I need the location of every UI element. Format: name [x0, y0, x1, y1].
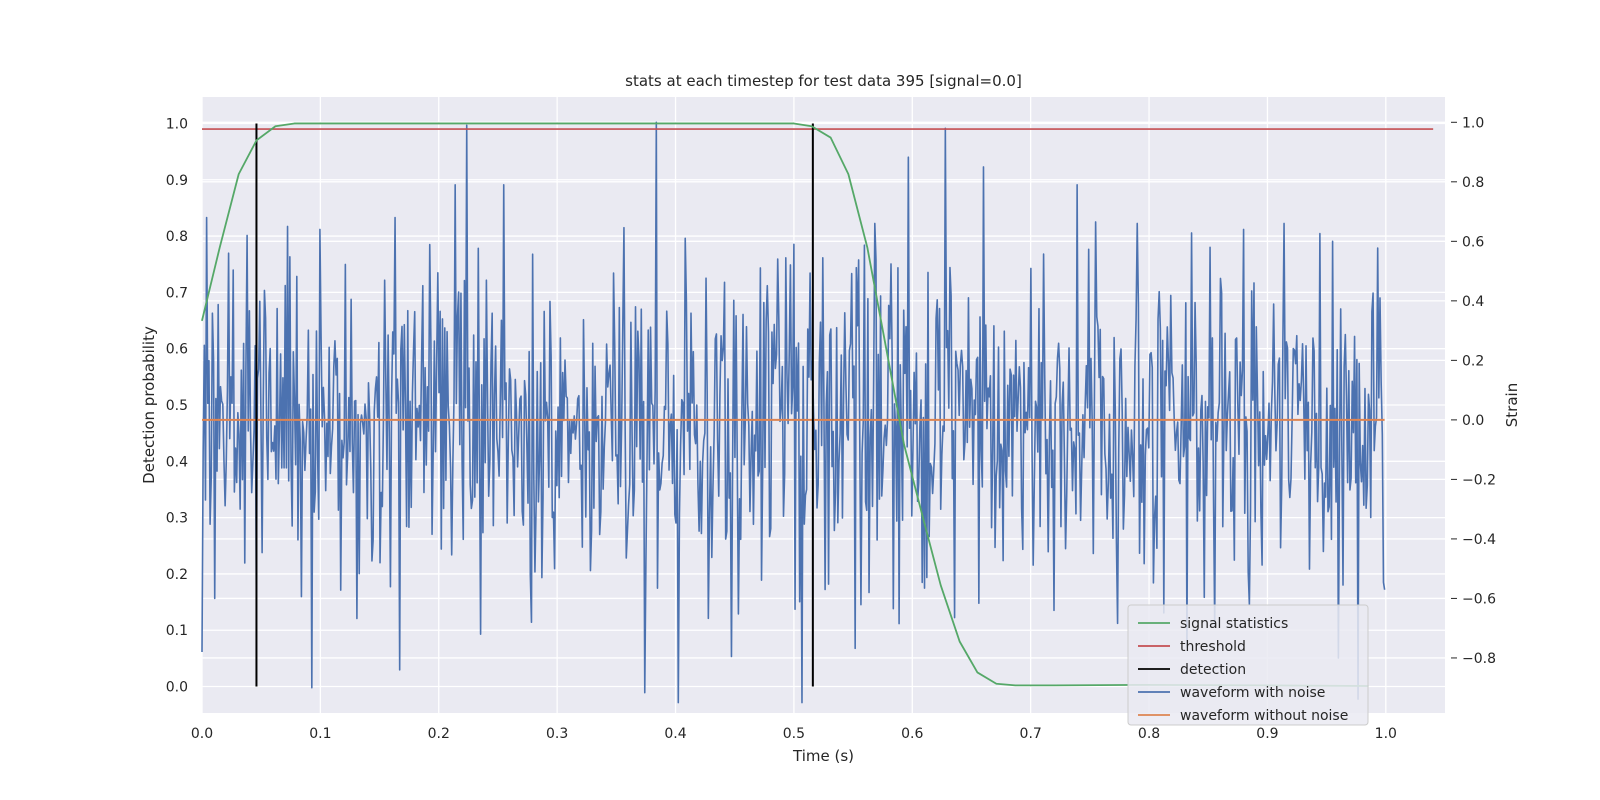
signal-statistics-point [811, 125, 813, 127]
y2-tick-label: 0.6 [1462, 234, 1484, 250]
y2-axis-label: Strain [1503, 383, 1521, 427]
y2-tick-label: −0.8 [1462, 651, 1496, 667]
x-axis-label: Time (s) [792, 747, 854, 765]
signal-statistics-point [319, 122, 321, 125]
y-tick-label: 0.9 [166, 173, 188, 189]
legend-label: waveform with noise [1180, 685, 1325, 701]
x-tick-label: 0.1 [309, 726, 331, 742]
legend-label: threshold [1180, 639, 1246, 655]
x-tick-label: 0.4 [664, 726, 686, 742]
y-tick-label: 0.6 [166, 342, 188, 358]
y2-tick-label: 0.2 [1462, 353, 1484, 369]
signal-statistics-point [885, 348, 887, 350]
x-tick-label: 0.8 [1138, 726, 1160, 742]
x-tick-label: 1.0 [1375, 726, 1397, 742]
tick-layer: 0.0 0.1 0.2 0.3 0.4 0.5 0.6 0.7 0.8 0.9 1.0 0.0 0.1 0… [166, 115, 1496, 742]
y2-tick-label: −0.2 [1462, 472, 1496, 488]
y-tick-label: 0.8 [166, 229, 188, 245]
signal-statistics-point [219, 246, 221, 248]
signal-statistics-point [293, 122, 295, 125]
signal-statistics-point [847, 173, 849, 175]
x-tick-label: 0.6 [901, 726, 923, 742]
series-waveform-with-noise [201, 121, 1386, 704]
legend-label: signal statistics [1180, 616, 1288, 632]
legend: signal statistics threshold detection wavef… [1127, 604, 1369, 726]
y-tick-label: 0.7 [166, 285, 188, 301]
x-tick-label: 0.7 [1020, 726, 1042, 742]
x-tick-label: 0.2 [428, 726, 450, 742]
series-layer [201, 121, 1434, 704]
legend-label: waveform without noise [1180, 708, 1348, 724]
signal-statistics-point [830, 136, 832, 139]
y2-tick-label: 0.8 [1462, 175, 1484, 191]
signal-statistics-point [866, 246, 868, 248]
signal-statistics-point [255, 139, 258, 141]
y-axis-label: Detection probability [140, 326, 158, 484]
signal-statistics-point [238, 173, 240, 175]
y-tick-label: 0.4 [166, 454, 188, 470]
signal-statistics-point [274, 125, 276, 127]
y2-tick-label: 0.4 [1462, 294, 1484, 310]
y-tick-label: 0.5 [166, 398, 188, 414]
y2-tick-label: 1.0 [1462, 115, 1484, 131]
x-tick-label: 0.5 [783, 726, 805, 742]
signal-statistics-point [940, 584, 942, 586]
signal-statistics-point [922, 517, 924, 519]
y-tick-label: 0.0 [166, 680, 188, 696]
x-tick-label: 0.0 [191, 726, 213, 742]
x-tick-label: 0.9 [1256, 726, 1278, 742]
signal-statistics-point [793, 122, 795, 125]
y2-tick-label: 0.0 [1462, 413, 1484, 429]
signal-statistics-point [959, 640, 961, 643]
signal-statistics-point [438, 122, 440, 125]
y2-tick-label: −0.4 [1462, 532, 1496, 548]
signal-statistics-point [674, 122, 677, 125]
legend-label: detection [1180, 662, 1246, 678]
y2-tick-label: −0.6 [1462, 591, 1496, 607]
chart-title: stats at each timestep for test data 395… [625, 72, 1022, 90]
y-tick-label: 0.2 [166, 567, 188, 583]
signal-statistics-point [995, 683, 997, 685]
signal-statistics-point [1014, 684, 1016, 687]
y-tick-label: 0.3 [166, 511, 188, 527]
y-tick-label: 1.0 [166, 116, 188, 132]
y-tick-label: 0.1 [166, 623, 188, 639]
signal-statistics-point [201, 319, 203, 322]
signal-statistics-point [976, 671, 978, 674]
x-tick-label: 0.3 [546, 726, 568, 742]
signal-statistics-point [1053, 684, 1055, 687]
signal-statistics-point [556, 122, 558, 125]
legend-box [1127, 604, 1369, 726]
signal-statistics-point [903, 443, 905, 446]
